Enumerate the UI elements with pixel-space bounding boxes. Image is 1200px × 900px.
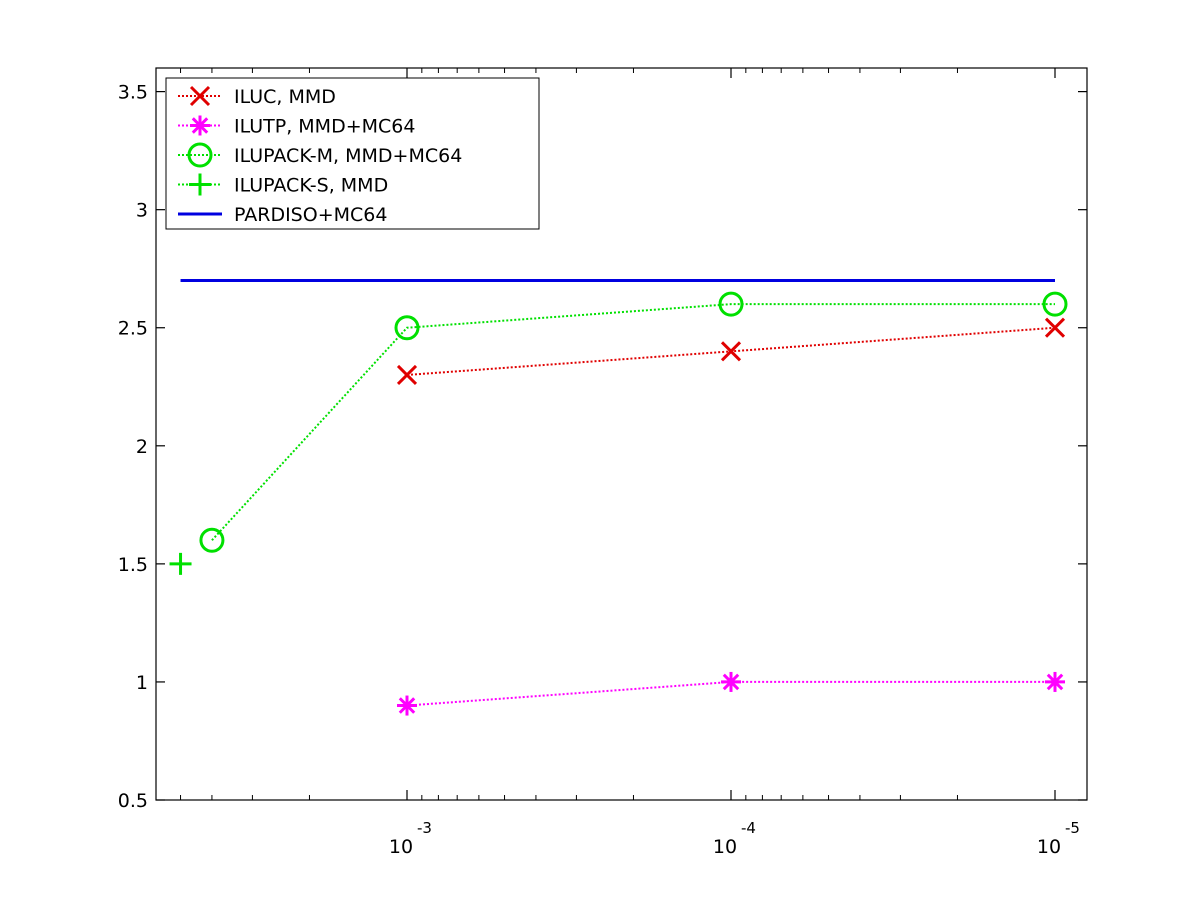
plot-layer	[169, 279, 1068, 716]
y-tick-label: 1	[136, 672, 148, 694]
circle-marker	[1042, 291, 1068, 317]
legend-entry: ILUC, MMD	[178, 85, 336, 108]
legend-label: PARDISO+MC64	[234, 204, 387, 226]
y-tick-label: 1.5	[118, 554, 148, 576]
x-tick-label-exponent: -4	[741, 819, 756, 837]
legend-entry: ILUTP, MMD+MC64	[178, 115, 415, 138]
legend-entry: ILUPACK-S, MMD	[178, 173, 388, 197]
y-tick-label: 2.5	[118, 318, 148, 340]
y-tick-label: 3	[136, 200, 148, 222]
asterisk-stroke	[722, 673, 740, 691]
series-group	[169, 552, 192, 575]
y-tick-label: 2	[136, 436, 148, 458]
legend-entry: ILUPACK-M, MMD+MC64	[178, 142, 462, 168]
x-tick-label-base: 10	[389, 836, 413, 858]
legend-label: ILUC, MMD	[234, 86, 336, 108]
circle-marker	[199, 527, 225, 553]
series-line	[211, 303, 1055, 541]
series-group	[199, 291, 1068, 553]
series-group	[397, 671, 1065, 716]
circle-marker	[187, 142, 213, 168]
x-tick-label-exponent: -3	[417, 819, 432, 837]
plus-marker	[169, 552, 192, 575]
axes-layer: 0.511.522.533.510-310-410-5	[118, 68, 1087, 858]
axes-box	[155, 67, 1088, 801]
x-tick-label-exponent: -5	[1065, 819, 1080, 837]
x-marker-stroke	[720, 341, 742, 362]
asterisk-marker	[190, 115, 210, 136]
legend-box	[165, 77, 540, 230]
circle-marker	[718, 291, 744, 317]
asterisk-stroke	[1046, 673, 1064, 691]
asterisk-marker	[1045, 671, 1065, 692]
circle-marker	[394, 315, 420, 341]
legend-label: ILUTP, MMD+MC64	[234, 116, 415, 138]
x-marker	[396, 364, 418, 386]
x-marker	[720, 341, 742, 362]
asterisk-marker	[721, 671, 741, 692]
x-marker-stroke	[396, 364, 418, 386]
asterisk-stroke	[191, 117, 209, 134]
plus-marker	[189, 173, 211, 196]
x-tick-label-base: 10	[1037, 836, 1061, 858]
x-marker-stroke	[189, 85, 211, 107]
series-group	[396, 317, 1066, 386]
legend-label: ILUPACK-S, MMD	[234, 175, 388, 197]
legend: ILUC, MMD ILUTP, MMD+MC64 ILUPACK-M, MMD+M…	[165, 77, 540, 230]
y-tick-label: 3.5	[118, 82, 148, 104]
x-marker	[189, 85, 211, 107]
y-tick-label: 0.5	[118, 790, 148, 812]
legend-label: ILUPACK-M, MMD+MC64	[234, 145, 462, 167]
x-tick-label-base: 10	[713, 836, 737, 858]
x-marker-stroke	[1044, 317, 1066, 338]
asterisk-stroke	[398, 697, 416, 714]
legend-entry: PARDISO+MC64	[178, 204, 387, 226]
x-marker	[1044, 317, 1066, 338]
asterisk-marker	[397, 695, 417, 716]
